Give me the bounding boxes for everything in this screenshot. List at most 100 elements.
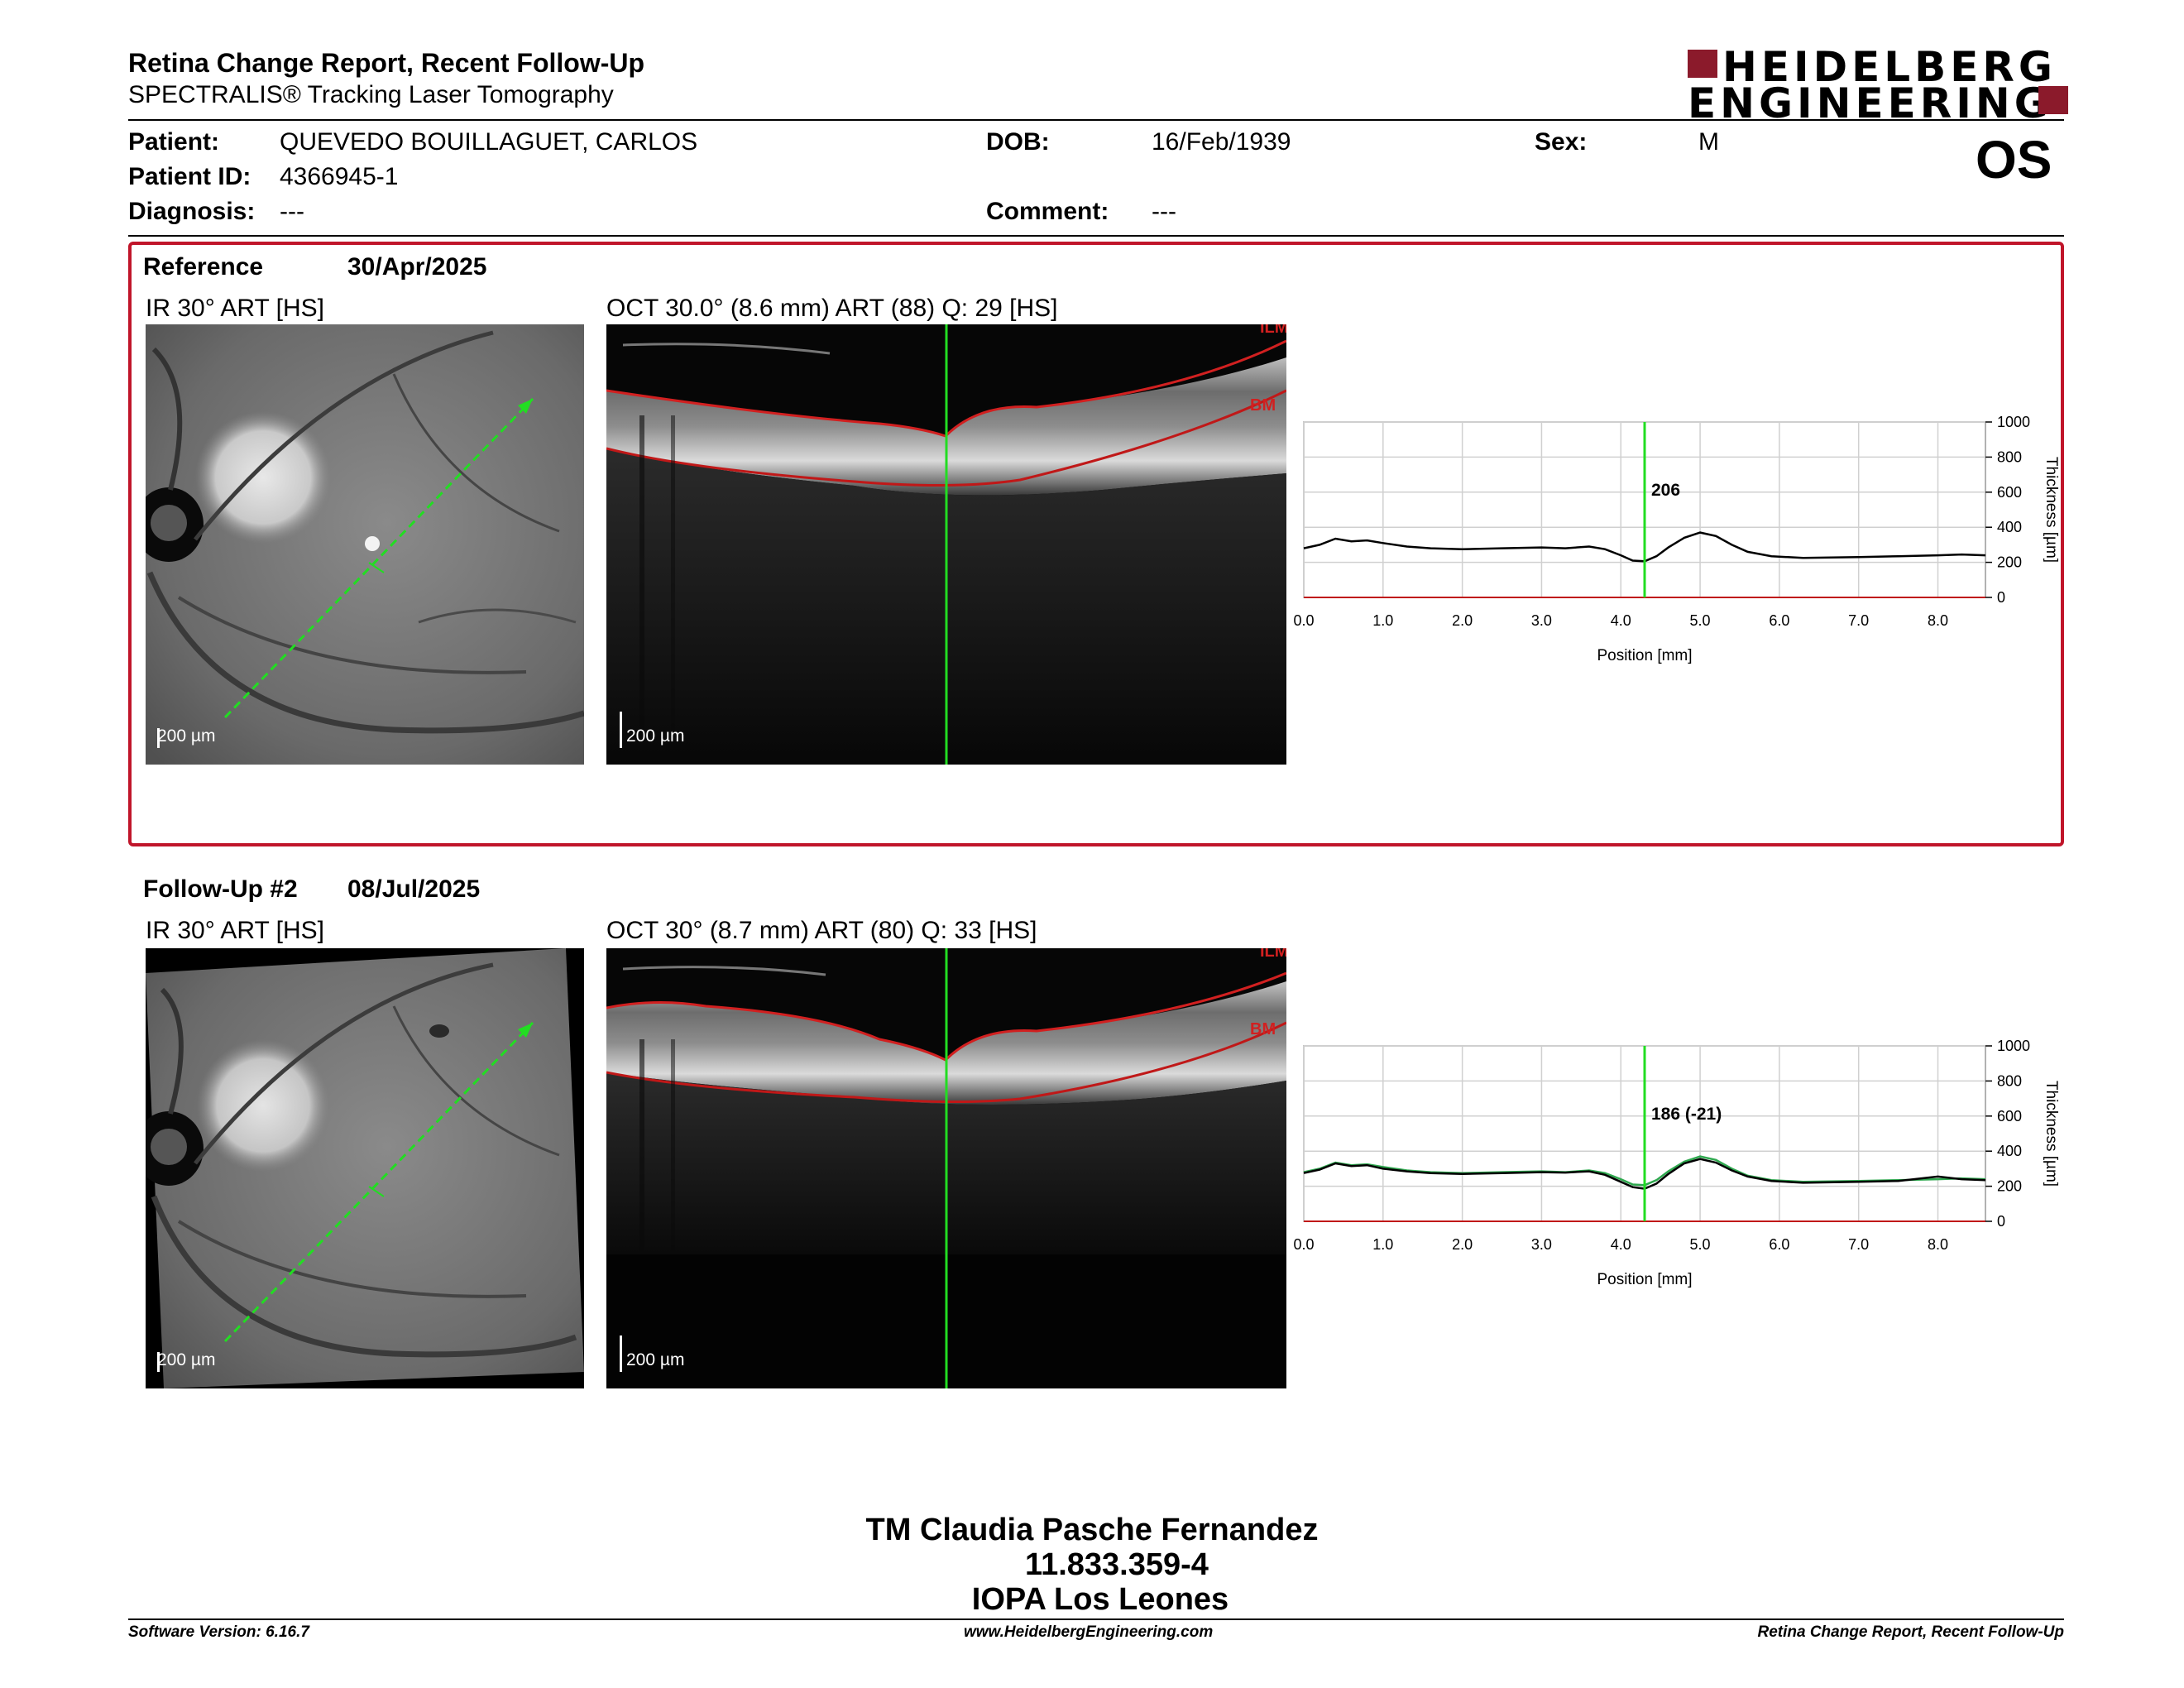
x-tick-label: 1.0	[1372, 1236, 1393, 1253]
reference-thickness-chart: 0.0 1.0 2.0 3.0 4.0 5.0 6.0 7.0 8.0 0 200 400 600 800…	[1291, 405, 2068, 679]
patient-name: QUEVEDO BOUILLAGUET, CARLOS	[280, 128, 698, 156]
footer-report-name: Retina Change Report, Recent Follow-Up	[1757, 1623, 2064, 1641]
logo-square-bottom	[2038, 86, 2068, 114]
position-marker-label: 186 (-21)	[1651, 1105, 1722, 1124]
reference-oct-graphic: ILM BM	[606, 324, 1286, 765]
x-tick-label: 5.0	[1690, 612, 1711, 629]
y-tick-label: 600	[1997, 1108, 2022, 1125]
sex-value: M	[1698, 128, 1719, 156]
reference-ir-scale: 200 µm	[157, 727, 216, 746]
thickness-series-line	[1303, 531, 1986, 563]
followup-ir-scale-bar	[157, 1352, 160, 1372]
reference-label: Reference	[143, 253, 264, 281]
website-link[interactable]: www.HeidelbergEngineering.com	[964, 1623, 1214, 1641]
signature-id: 11.833.359-4	[1025, 1547, 1209, 1582]
x-tick-label: 8.0	[1928, 1236, 1948, 1253]
x-tick-label: 7.0	[1848, 1236, 1869, 1253]
y-tick-label: 400	[1997, 1143, 2022, 1159]
x-tick-label: 6.0	[1769, 1236, 1789, 1253]
followup-fundus-graphic	[146, 948, 584, 1388]
reference-frame	[128, 242, 2064, 846]
x-tick-label: 4.0	[1611, 1236, 1631, 1253]
footer-rule	[128, 1618, 2064, 1620]
logo-square-top	[1688, 50, 1717, 78]
followup-oct-scale: 200 µm	[626, 1350, 685, 1369]
report-title: Retina Change Report, Recent Follow-Up	[128, 48, 645, 78]
followup-ir-scale: 200 µm	[157, 1350, 216, 1369]
x-tick-label: 3.0	[1531, 1236, 1552, 1253]
reference-chart-svg: 0.0 1.0 2.0 3.0 4.0 5.0 6.0 7.0 8.0 0 200 400 600 800…	[1293, 414, 2060, 664]
dob-label: DOB:	[986, 128, 1050, 156]
y-axis-label: Thickness [µm]	[2043, 457, 2060, 563]
diagnosis-value: ---	[280, 198, 304, 225]
reference-bm-label: BM	[1250, 396, 1276, 415]
patient-id-label: Patient ID:	[128, 163, 251, 190]
y-tick-label: 0	[1997, 1213, 2005, 1230]
reference-date: 30/Apr/2025	[347, 253, 487, 281]
reference-ir-image[interactable]: 200 µm	[146, 324, 584, 765]
followup-label: Follow-Up #2	[143, 875, 298, 903]
followup-chart-svg: 0.0 1.0 2.0 3.0 4.0 5.0 6.0 7.0 8.0 0 200 400 600 800…	[1293, 1038, 2060, 1288]
diagnosis-label: Diagnosis:	[128, 198, 256, 225]
x-tick-label: 4.0	[1611, 612, 1631, 629]
patient-id-value: 4366945-1	[280, 163, 399, 190]
thickness-series-line	[1303, 1158, 1986, 1190]
followup-thickness-chart: 0.0 1.0 2.0 3.0 4.0 5.0 6.0 7.0 8.0 0 200 400 600 800…	[1291, 1029, 2068, 1302]
software-version: Software Version: 6.16.7	[128, 1623, 309, 1641]
y-tick-label: 800	[1997, 1072, 2022, 1089]
heidelberg-logo: HEIDELBERG ENGINEERING	[1688, 43, 2068, 124]
x-tick-label: 2.0	[1452, 612, 1473, 629]
report-subtitle: SPECTRALIS® Tracking Laser Tomography	[128, 81, 614, 108]
reference-ir-caption: IR 30° ART [HS]	[146, 295, 324, 322]
x-tick-label: 3.0	[1531, 612, 1552, 629]
y-tick-label: 1000	[1997, 414, 2030, 430]
x-tick-label: 6.0	[1769, 612, 1789, 629]
signature-institution: IOPA Los Leones	[971, 1582, 1229, 1617]
x-tick-label: 0.0	[1293, 1236, 1314, 1253]
eye-indicator: OS	[1976, 130, 2052, 189]
x-axis-label: Position [mm]	[1597, 647, 1692, 664]
sex-label: Sex:	[1535, 128, 1588, 156]
followup-ir-caption: IR 30° ART [HS]	[146, 917, 324, 944]
followup-oct-graphic: ILM BM	[606, 948, 1286, 1388]
followup-bm-label: BM	[1250, 1020, 1276, 1038]
reference-oct-image[interactable]: ILM BM 200 µm	[606, 324, 1286, 765]
reference-oct-scale-bar	[620, 712, 622, 748]
y-tick-label: 400	[1997, 519, 2022, 535]
header-rule	[128, 119, 2064, 121]
followup-oct-caption: OCT 30° (8.7 mm) ART (80) Q: 33 [HS]	[606, 917, 1037, 944]
x-tick-label: 1.0	[1372, 612, 1393, 629]
y-tick-label: 0	[1997, 589, 2005, 606]
reference-ir-scale-bar	[157, 728, 160, 748]
followup-ir-image[interactable]: 200 µm	[146, 948, 584, 1388]
x-tick-label: 2.0	[1452, 1236, 1473, 1253]
reference-ilm-label: ILM	[1260, 324, 1286, 337]
y-tick-label: 1000	[1997, 1038, 2030, 1054]
reference-oct-caption: OCT 30.0° (8.6 mm) ART (88) Q: 29 [HS]	[606, 295, 1058, 322]
x-tick-label: 0.0	[1293, 612, 1314, 629]
y-tick-label: 200	[1997, 1178, 2022, 1195]
position-marker-label: 206	[1651, 481, 1680, 500]
patient-label: Patient:	[128, 128, 220, 156]
dob-value: 16/Feb/1939	[1152, 128, 1291, 156]
comment-value: ---	[1152, 198, 1176, 225]
comment-label: Comment:	[986, 198, 1109, 225]
x-axis-label: Position [mm]	[1597, 1271, 1692, 1288]
followup-ilm-label: ILM	[1260, 948, 1286, 961]
followup-oct-scale-bar	[620, 1336, 622, 1372]
reference-oct-scale: 200 µm	[626, 727, 685, 746]
x-tick-label: 7.0	[1848, 612, 1869, 629]
x-tick-label: 8.0	[1928, 612, 1948, 629]
logo-line-2: ENGINEERING	[1688, 79, 2052, 127]
y-tick-label: 800	[1997, 448, 2022, 465]
y-tick-label: 600	[1997, 484, 2022, 501]
y-axis-label: Thickness [µm]	[2043, 1081, 2060, 1187]
followup-oct-image[interactable]: ILM BM 200 µm	[606, 948, 1286, 1388]
reference-fundus-graphic	[146, 324, 584, 765]
x-tick-label: 5.0	[1690, 1236, 1711, 1253]
patient-rule	[128, 235, 2064, 237]
signature-name: TM Claudia Pasche Fernandez	[865, 1513, 1319, 1547]
followup-date: 08/Jul/2025	[347, 875, 481, 903]
y-tick-label: 200	[1997, 554, 2022, 571]
logo-line-1: HEIDELBERG	[1722, 43, 2057, 91]
